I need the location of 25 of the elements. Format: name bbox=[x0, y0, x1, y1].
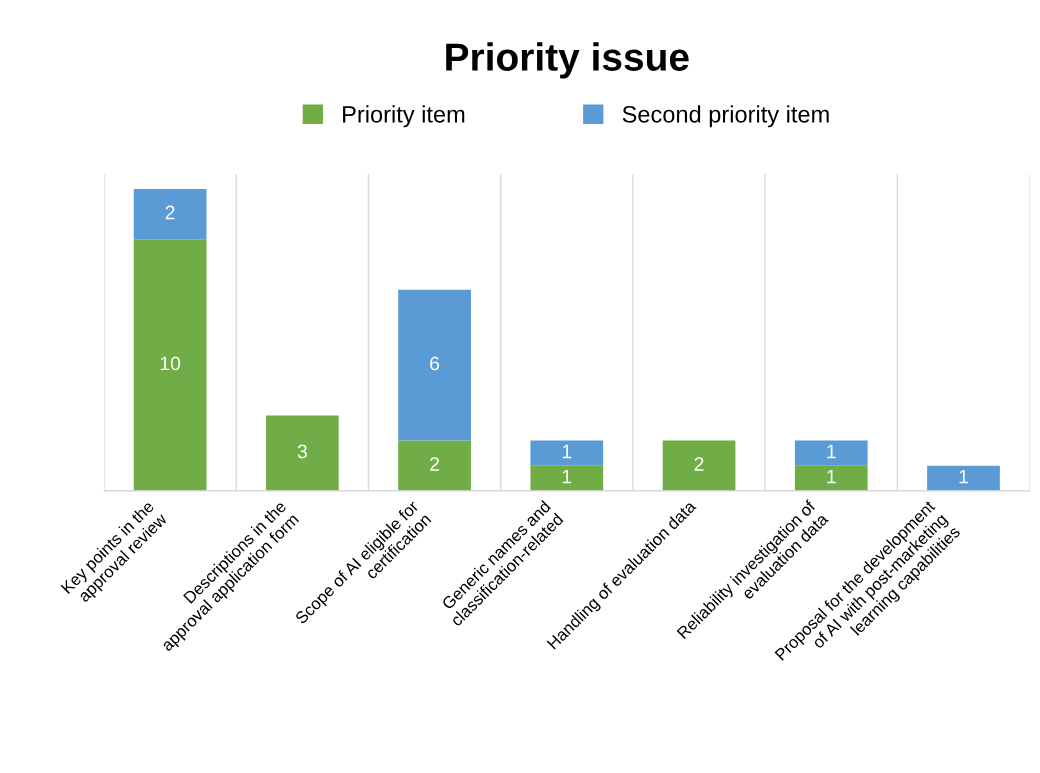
bar bbox=[530, 440, 604, 466]
data-label: 6 bbox=[430, 356, 440, 371]
data-label: 1 bbox=[562, 469, 572, 484]
bar bbox=[794, 465, 868, 491]
bar bbox=[265, 415, 339, 491]
bar bbox=[530, 465, 604, 491]
data-label: 1 bbox=[959, 469, 968, 484]
bar bbox=[662, 440, 736, 491]
data-label: 1 bbox=[827, 469, 836, 484]
bar bbox=[398, 440, 471, 491]
data-label: 2 bbox=[694, 457, 704, 471]
legend-label: Second priority item bbox=[622, 105, 829, 128]
data-label: 3 bbox=[297, 444, 307, 459]
bar bbox=[927, 465, 1000, 491]
legend-label: Priority item bbox=[343, 105, 465, 128]
data-label: 2 bbox=[165, 205, 175, 220]
bar bbox=[794, 440, 868, 466]
data-label: 2 bbox=[430, 457, 439, 471]
data-label: 10 bbox=[160, 356, 181, 371]
data-label: 1 bbox=[827, 444, 836, 459]
bar bbox=[398, 289, 471, 441]
bar bbox=[133, 189, 207, 240]
chart-title: Priority issue bbox=[446, 42, 689, 79]
data-label: 1 bbox=[562, 444, 572, 459]
bar bbox=[133, 239, 207, 491]
